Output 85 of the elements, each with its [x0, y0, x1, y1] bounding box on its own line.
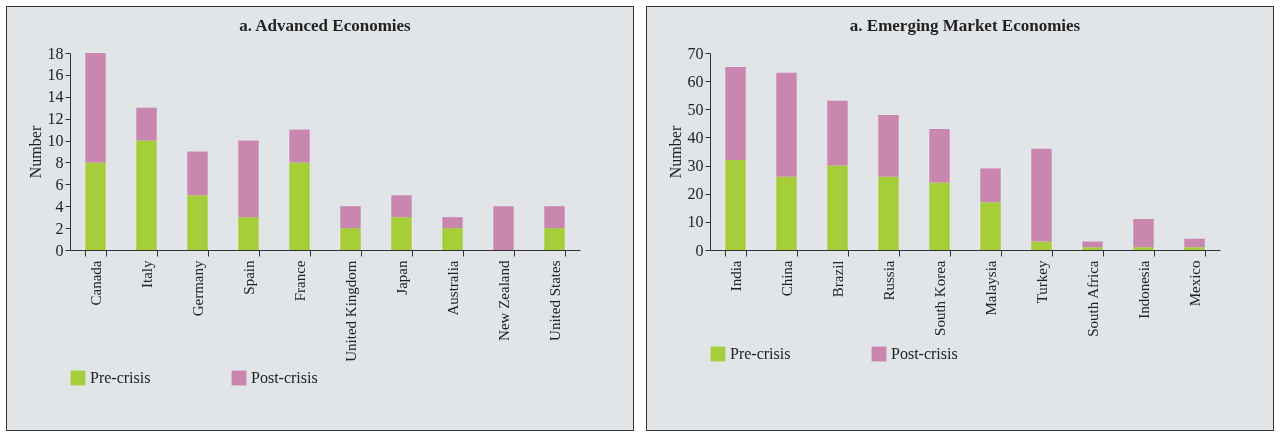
bar: [85, 53, 106, 163]
x-tick-label: Russia: [881, 260, 897, 301]
x-tick-label: China: [779, 260, 795, 297]
x-tick-label: Turkey: [1034, 260, 1050, 304]
bar: [1133, 247, 1154, 250]
legend-label: Post-crisis: [251, 369, 318, 386]
bar: [1184, 247, 1205, 250]
y-tick-label: 50: [687, 100, 704, 118]
y-tick-label: 6: [55, 175, 64, 193]
bar: [391, 217, 412, 250]
y-tick-label: 16: [47, 66, 64, 84]
y-tick-label: 8: [55, 153, 64, 171]
chart-title: a. Emerging Market Economies: [849, 16, 1081, 35]
x-tick-label: India: [728, 260, 744, 292]
y-tick-label: 20: [687, 185, 704, 203]
y-axis-title: Number: [26, 125, 44, 179]
bar: [187, 151, 208, 196]
bar: [187, 195, 208, 250]
x-tick-label: Germany: [190, 260, 206, 317]
y-axis-title: Number: [666, 125, 684, 179]
x-tick-label: New Zealand: [496, 260, 512, 341]
x-tick-label: Brazil: [830, 260, 846, 298]
bar: [725, 159, 746, 250]
bar: [391, 195, 412, 218]
bar: [1031, 148, 1052, 242]
legend-label: Pre-crisis: [90, 369, 151, 386]
legend-label: Post-crisis: [891, 345, 958, 362]
x-tick-label: Italy: [139, 260, 155, 288]
x-tick-label: United States: [547, 260, 563, 341]
x-tick-label: Spain: [241, 260, 257, 295]
bar: [725, 67, 746, 160]
bar: [1184, 238, 1205, 248]
y-tick-label: 60: [687, 72, 704, 90]
x-tick-label: France: [292, 260, 308, 302]
bar: [827, 100, 848, 166]
bar: [878, 176, 899, 250]
y-tick-label: 12: [47, 110, 64, 128]
y-tick-label: 0: [55, 241, 64, 259]
bar: [136, 107, 157, 141]
bar: [929, 128, 950, 183]
bar: [544, 228, 565, 250]
bar: [442, 217, 463, 229]
y-tick-label: 14: [47, 88, 64, 106]
bar: [827, 165, 848, 250]
bar: [238, 140, 259, 218]
y-tick-label: 10: [687, 213, 704, 231]
bar: [442, 228, 463, 250]
bar: [85, 162, 106, 250]
bar: [1031, 241, 1052, 250]
bar: [1133, 219, 1154, 248]
x-tick-label: Indonesia: [1136, 260, 1152, 319]
x-tick-label: Australia: [445, 260, 461, 316]
bar: [136, 140, 157, 250]
bar: [1082, 241, 1103, 248]
bar: [340, 228, 361, 250]
bar: [980, 202, 1001, 250]
bar: [289, 162, 310, 250]
y-tick-label: 30: [687, 157, 704, 175]
bar: [980, 168, 1001, 203]
y-tick-label: 4: [55, 197, 64, 215]
legend-label: Pre-crisis: [730, 345, 791, 362]
bar: [340, 206, 361, 229]
bar: [544, 206, 565, 229]
x-tick-label: South Korea: [932, 260, 948, 336]
bar: [289, 129, 310, 163]
x-tick-label: Japan: [394, 260, 410, 295]
x-tick-label: South Africa: [1085, 260, 1101, 337]
y-tick-label: 0: [695, 241, 704, 259]
bar: [1082, 247, 1103, 250]
chart-title: a. Advanced Economies: [239, 16, 412, 35]
bar: [878, 114, 899, 177]
x-tick-label: Mexico: [1187, 260, 1203, 307]
bar: [776, 72, 797, 177]
y-tick-label: 70: [687, 44, 704, 62]
bar: [493, 206, 514, 250]
y-tick-label: 40: [687, 128, 704, 146]
y-tick-label: 10: [47, 132, 64, 150]
x-tick-label: Canada: [88, 260, 104, 306]
x-tick-label: United Kingdom: [343, 260, 359, 362]
bar: [776, 176, 797, 250]
bar: [238, 217, 259, 250]
bar: [929, 182, 950, 250]
x-tick-label: Malaysia: [983, 260, 999, 316]
y-tick-label: 18: [47, 44, 64, 62]
y-tick-label: 2: [55, 219, 64, 237]
